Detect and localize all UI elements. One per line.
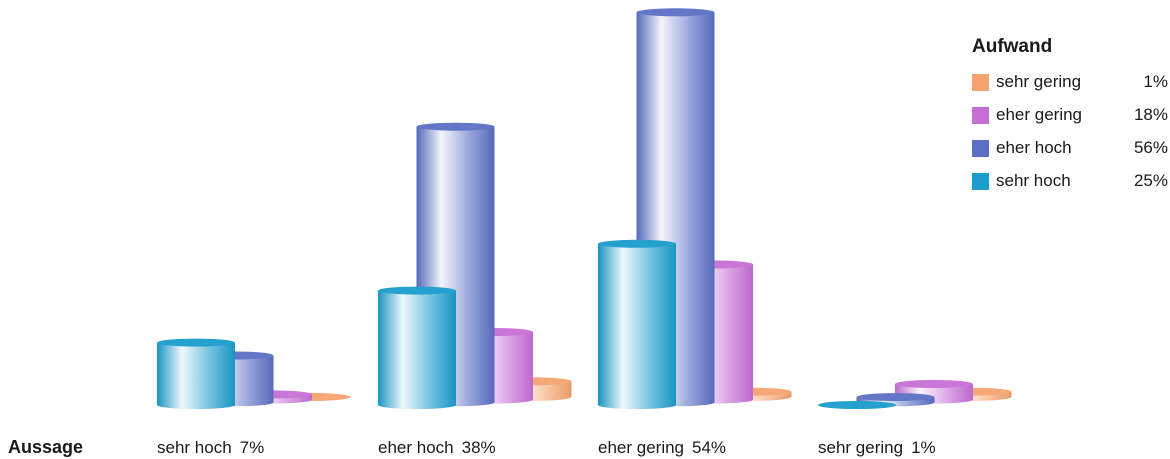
- bar-top: [416, 122, 495, 131]
- category-name: sehr hoch: [157, 438, 232, 457]
- legend-swatch: [972, 74, 989, 91]
- bar-top: [157, 338, 235, 347]
- category-total: 54%: [692, 438, 727, 457]
- legend-swatch: [972, 140, 989, 157]
- bar-top: [636, 8, 715, 17]
- legend-value: 1%: [1143, 72, 1168, 91]
- legend-title: Aufwand: [972, 36, 1053, 57]
- category-label: eher gering 54%: [598, 438, 726, 458]
- category-name: eher hoch: [378, 438, 454, 457]
- category-name: eher gering: [598, 438, 685, 457]
- legend-swatch: [972, 173, 989, 190]
- category-label: sehr gering 1%: [818, 438, 936, 458]
- bar-body: [378, 290, 456, 409]
- legend-label: eher hoch: [996, 138, 1072, 157]
- legend: Aufwand sehr gering 1% eher gering 18% eher …: [972, 36, 1168, 204]
- bar: [157, 338, 235, 409]
- legend-value: 25%: [1133, 171, 1168, 190]
- bar-top: [856, 393, 935, 402]
- legend-label: sehr gering: [996, 72, 1082, 91]
- bar-top: [818, 401, 896, 409]
- bar-top: [598, 239, 676, 248]
- legend-label: eher gering: [996, 105, 1083, 124]
- legend-item: eher gering 18%: [972, 105, 1168, 125]
- legend-item: sehr hoch 25%: [972, 171, 1168, 191]
- category-label: sehr hoch 7%: [157, 438, 264, 458]
- legend-items: sehr gering 1% eher gering 18% eher hoch 56% s…: [972, 72, 1168, 191]
- bar-body: [598, 243, 676, 409]
- bar: [378, 286, 456, 409]
- bar-top: [895, 380, 973, 388]
- legend-swatch: [972, 107, 989, 124]
- category-total: 38%: [461, 438, 496, 457]
- legend-item: sehr gering 1%: [972, 72, 1168, 92]
- category-total: 7%: [239, 438, 265, 457]
- category-name: sehr gering: [818, 438, 904, 457]
- bar-top: [378, 286, 456, 295]
- x-axis-title: Aussage: [8, 437, 84, 457]
- bar-body: [157, 342, 235, 409]
- category-total: 1%: [911, 438, 936, 457]
- legend-item: eher hoch 56%: [972, 138, 1168, 158]
- bar: [818, 401, 896, 409]
- bar: [598, 239, 676, 409]
- legend-value: 56%: [1133, 138, 1168, 157]
- legend-value: 18%: [1133, 105, 1168, 124]
- legend-label: sehr hoch: [996, 171, 1071, 190]
- category-label: eher hoch 38%: [378, 438, 496, 458]
